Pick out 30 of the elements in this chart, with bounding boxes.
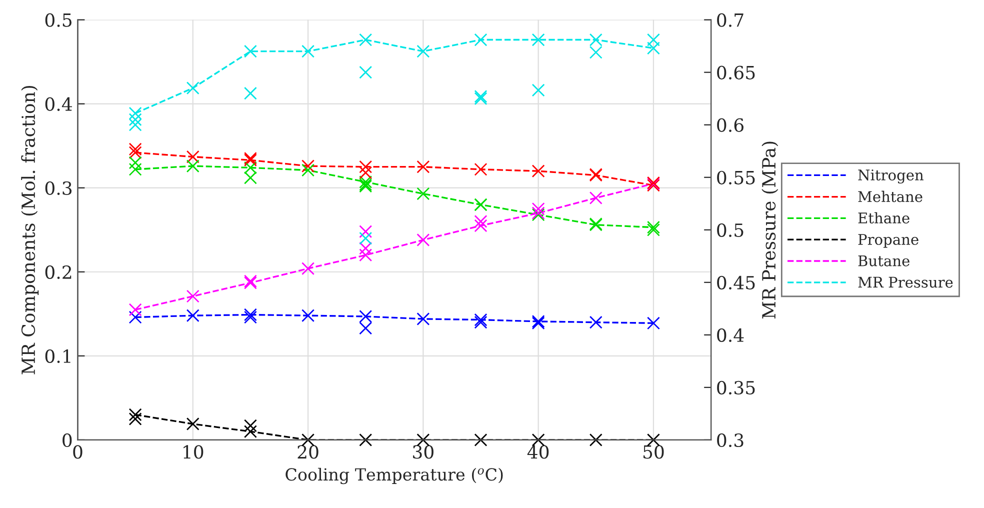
y-tick-label: 0.3 [45, 181, 72, 195]
legend-label: Mehtane [858, 190, 922, 202]
y2-tick-label: 0.35 [717, 380, 755, 395]
y-tick-label: 0 [62, 433, 72, 448]
legend-label: Propane [858, 234, 918, 248]
legend-label: MR Pressure [858, 276, 953, 288]
y2-tick-label: 0.7 [717, 13, 744, 27]
legend-label: Butane [858, 255, 910, 266]
legend-label: Nitrogen [858, 170, 924, 184]
y-tick-label: 0.5 [45, 13, 72, 27]
y2-tick-label: 0.65 [717, 66, 755, 80]
x-tick-label: 40 [527, 445, 549, 459]
legend-label: Ethane [858, 212, 910, 224]
y-tick-label: 0.1 [45, 349, 70, 364]
y2-tick-label: 0.4 [717, 328, 744, 342]
x-axis-title: Cooling Temperature ($^{o}$C) [286, 468, 503, 484]
x-tick-label: 10 [184, 445, 204, 459]
y-axis-title: MR Components (Mol. fraction) [21, 86, 39, 374]
x-tick-label: 20 [298, 445, 318, 459]
y2-tick-label: 0.5 [717, 223, 744, 237]
y-tick-label: 0.4 [45, 97, 72, 111]
x-tick-label: 0 [73, 445, 82, 459]
x-tick-label: 50 [644, 445, 664, 459]
x-tick-label: 30 [413, 445, 434, 459]
y2-tick-label: 0.6 [717, 118, 744, 132]
y-tick-label: 0.2 [45, 265, 72, 279]
y2-axis-title: MR Pressure (MPa) [762, 142, 778, 319]
y2-tick-label: 0.55 [717, 170, 755, 184]
y2-tick-label: 0.3 [717, 433, 744, 448]
y2-tick-label: 0.45 [717, 276, 755, 290]
